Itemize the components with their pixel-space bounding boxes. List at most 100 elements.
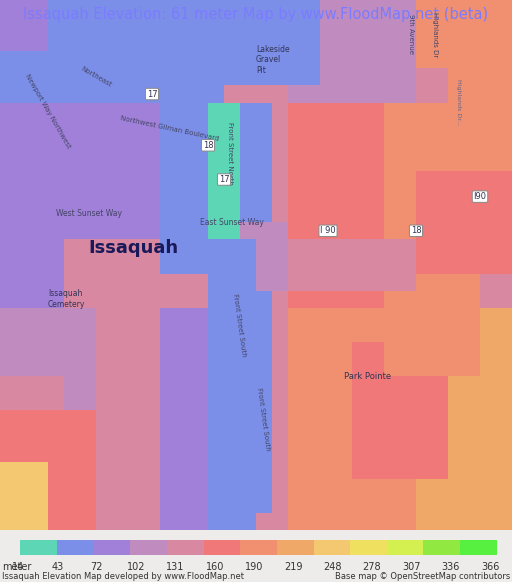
Bar xyxy=(64,274,80,290)
Bar xyxy=(432,462,448,479)
Bar xyxy=(64,0,80,17)
Bar xyxy=(160,376,176,393)
Bar xyxy=(128,0,144,17)
Bar xyxy=(288,427,304,445)
Bar xyxy=(480,137,496,154)
Bar xyxy=(352,205,368,222)
Bar xyxy=(208,496,224,513)
Bar xyxy=(368,325,384,342)
Bar xyxy=(272,445,288,462)
Bar xyxy=(224,359,240,376)
Bar xyxy=(352,427,368,445)
Bar xyxy=(368,51,384,69)
Bar xyxy=(400,445,416,462)
Bar xyxy=(336,513,352,530)
Text: 43: 43 xyxy=(51,562,63,572)
Bar xyxy=(112,513,128,530)
Text: 336: 336 xyxy=(441,562,460,572)
Bar xyxy=(320,274,336,290)
Bar xyxy=(48,359,64,376)
Bar xyxy=(16,34,32,51)
Bar xyxy=(368,359,384,376)
Bar xyxy=(224,393,240,410)
Bar xyxy=(480,445,496,462)
Bar xyxy=(144,462,160,479)
Bar xyxy=(400,410,416,427)
Bar xyxy=(448,17,464,34)
Bar xyxy=(336,410,352,427)
Bar xyxy=(64,462,80,479)
Bar xyxy=(32,69,48,86)
Bar xyxy=(144,308,160,325)
Bar xyxy=(32,188,48,205)
Bar xyxy=(352,69,368,86)
Bar xyxy=(176,410,192,427)
Bar xyxy=(496,51,512,69)
Bar xyxy=(352,120,368,137)
Bar xyxy=(464,17,480,34)
Text: Newport Way Northwest: Newport Way Northwest xyxy=(24,73,72,150)
Bar xyxy=(80,410,96,427)
Bar xyxy=(96,171,112,188)
Bar xyxy=(64,51,80,69)
Bar xyxy=(272,69,288,86)
Text: Issaquah Elevation Map developed by www.FloodMap.net: Issaquah Elevation Map developed by www.… xyxy=(2,572,244,581)
Bar xyxy=(112,205,128,222)
Bar xyxy=(144,69,160,86)
Bar xyxy=(128,154,144,171)
Bar xyxy=(48,393,64,410)
Bar xyxy=(48,376,64,393)
Bar xyxy=(288,274,304,290)
Bar xyxy=(208,410,224,427)
Bar xyxy=(416,427,432,445)
Bar xyxy=(208,479,224,496)
Bar xyxy=(80,34,96,51)
Bar xyxy=(48,239,64,257)
Bar xyxy=(256,410,272,427)
Bar xyxy=(464,222,480,239)
Bar xyxy=(288,257,304,274)
Bar xyxy=(256,0,272,17)
Bar xyxy=(352,325,368,342)
Text: I 90: I 90 xyxy=(320,226,336,235)
Bar xyxy=(464,513,480,530)
Bar xyxy=(80,222,96,239)
Bar xyxy=(64,17,80,34)
Bar xyxy=(80,308,96,325)
Bar xyxy=(288,359,304,376)
Bar xyxy=(208,120,224,137)
Bar xyxy=(240,188,256,205)
Bar xyxy=(368,308,384,325)
Bar xyxy=(64,102,80,120)
Text: 17: 17 xyxy=(219,175,229,184)
Bar xyxy=(368,342,384,359)
Bar xyxy=(32,154,48,171)
Bar xyxy=(144,427,160,445)
Bar xyxy=(352,479,368,496)
Bar xyxy=(352,257,368,274)
Bar xyxy=(176,86,192,102)
Bar xyxy=(480,479,496,496)
Bar xyxy=(208,376,224,393)
Bar xyxy=(256,171,272,188)
Bar xyxy=(160,496,176,513)
Bar xyxy=(224,513,240,530)
Bar xyxy=(96,86,112,102)
Bar xyxy=(160,513,176,530)
Bar xyxy=(256,120,272,137)
Bar xyxy=(32,120,48,137)
Bar xyxy=(288,69,304,86)
Bar xyxy=(64,137,80,154)
Bar xyxy=(160,308,176,325)
Bar xyxy=(432,308,448,325)
Bar xyxy=(304,102,320,120)
Bar xyxy=(240,496,256,513)
Bar xyxy=(64,376,80,393)
Bar xyxy=(448,290,464,308)
Bar xyxy=(240,171,256,188)
Bar xyxy=(48,342,64,359)
Bar xyxy=(128,239,144,257)
Bar xyxy=(16,137,32,154)
Bar xyxy=(464,376,480,393)
Bar xyxy=(256,34,272,51)
